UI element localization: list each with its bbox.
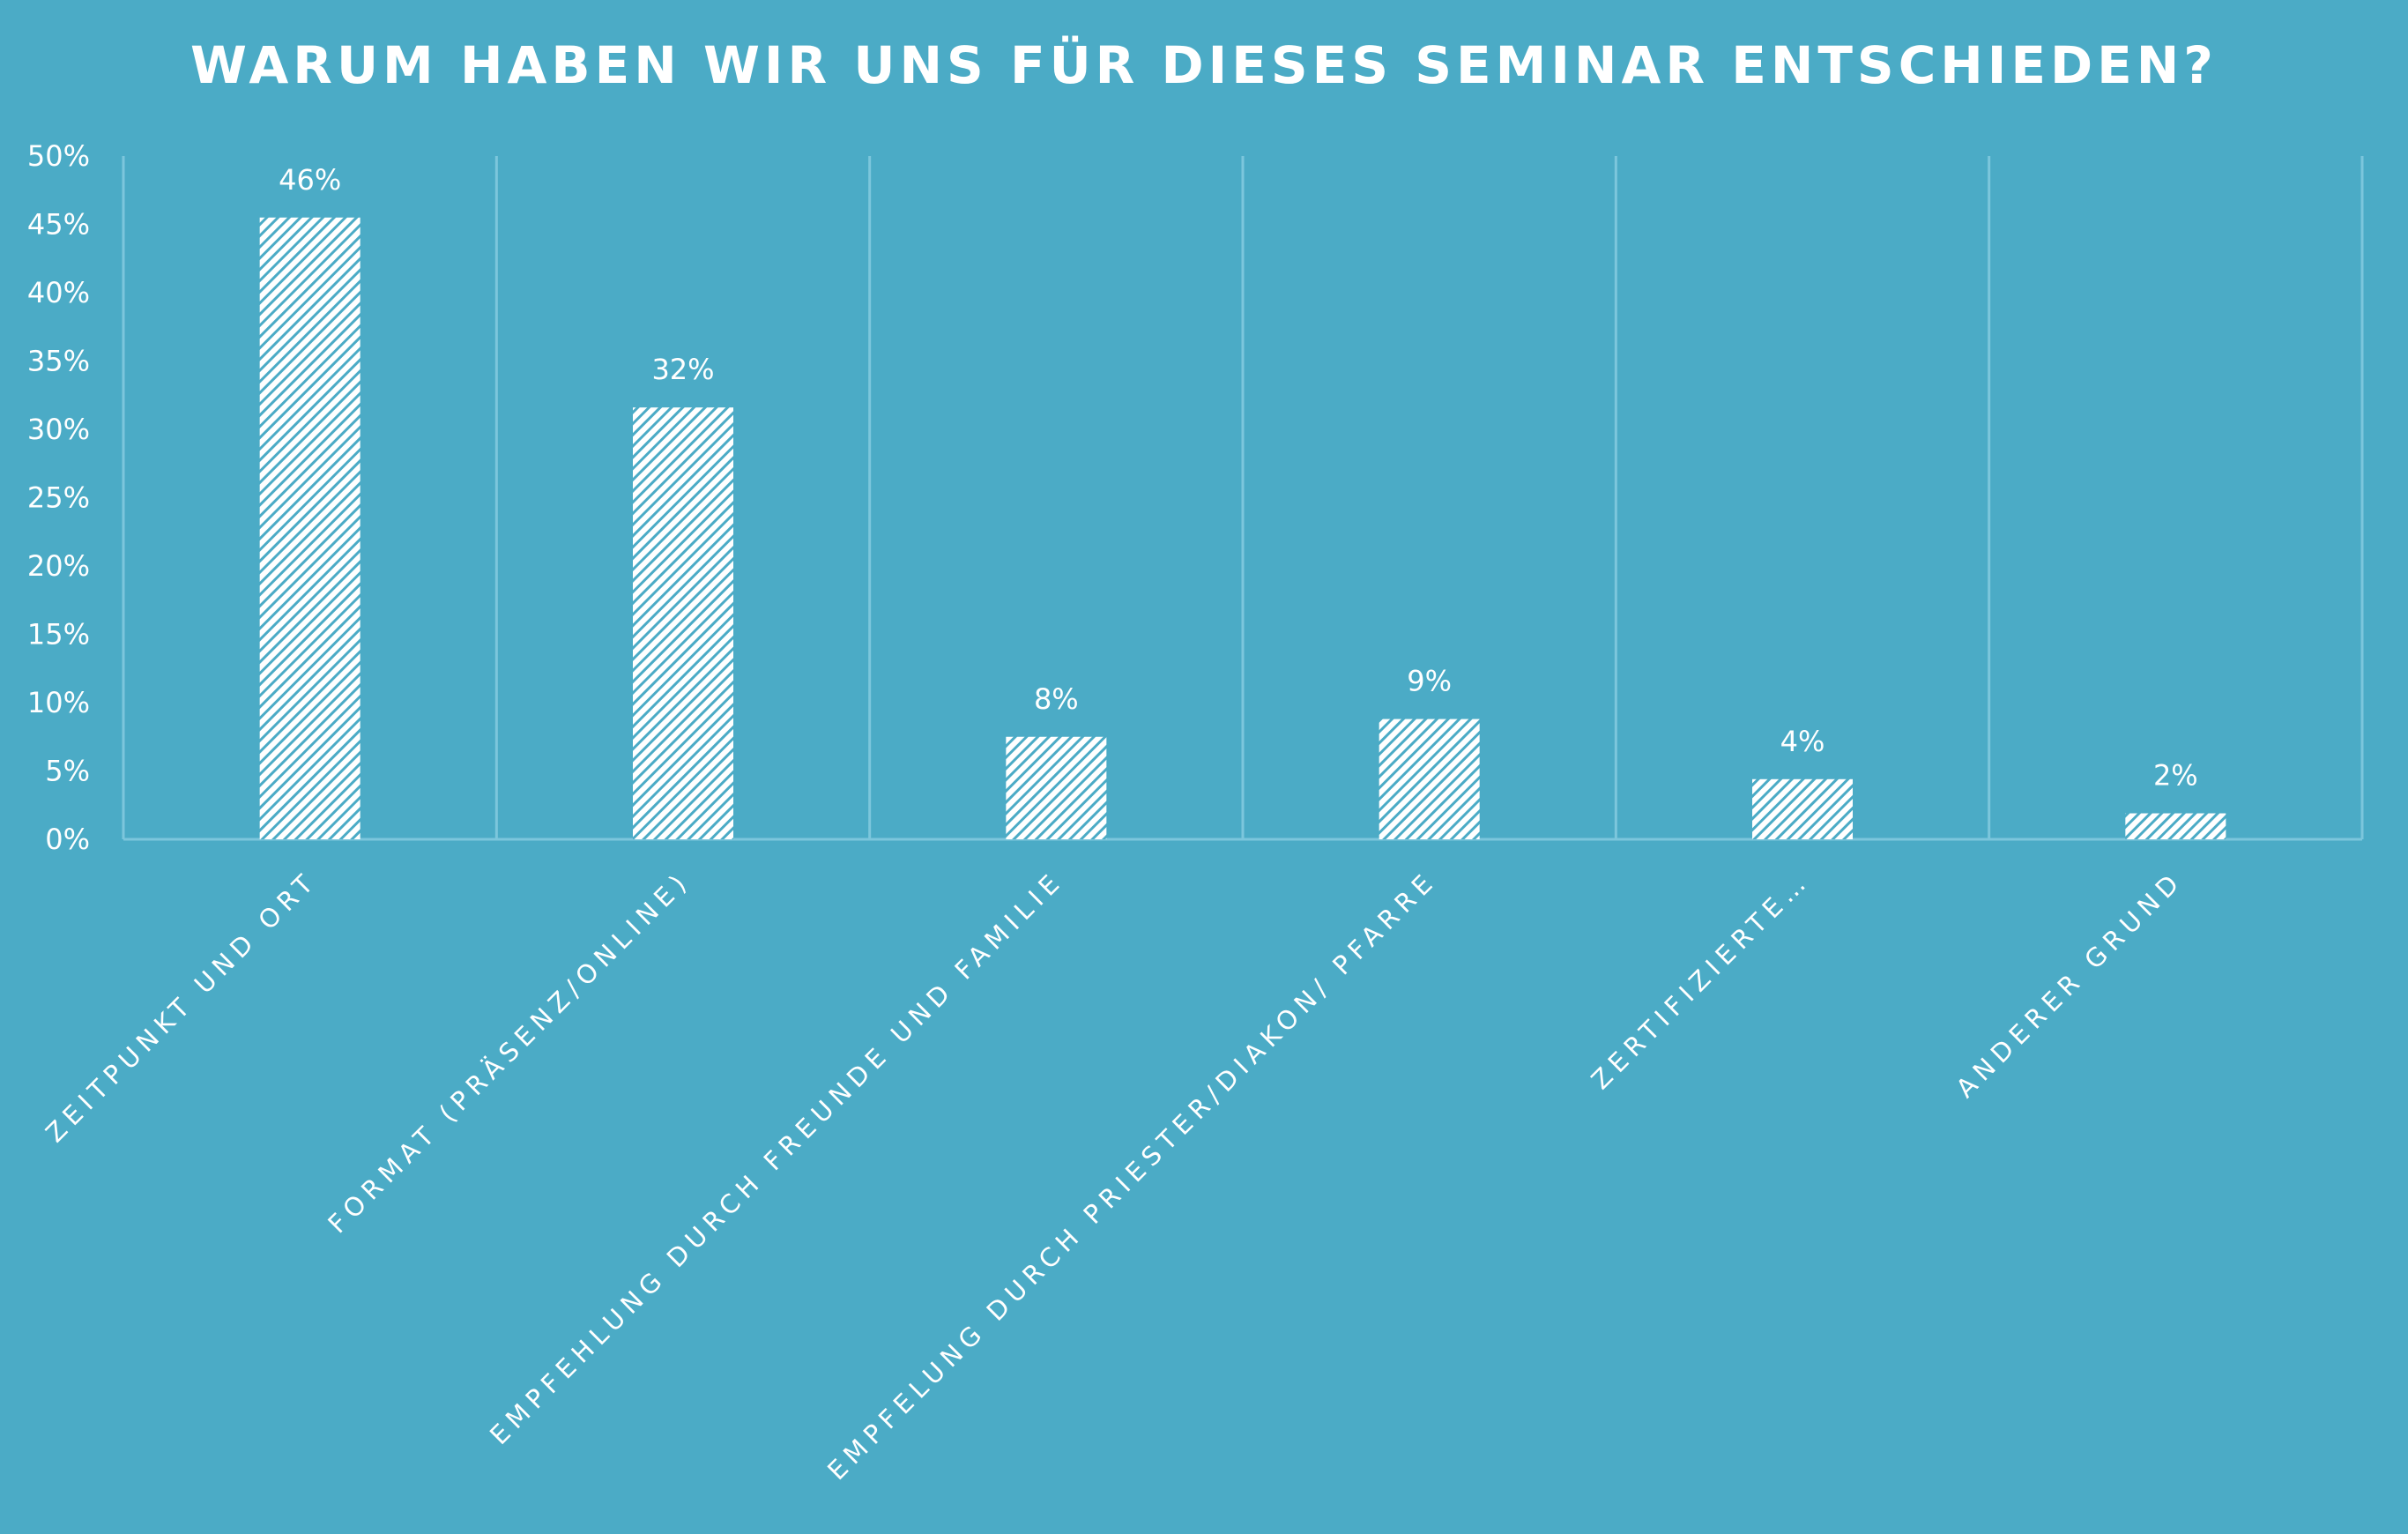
category-label: ZEITPUNKT UND ORT (40, 865, 323, 1148)
category-label: ANDERER GRUND (1951, 865, 2189, 1104)
y-tick-label: 45% (27, 208, 90, 242)
data-label: 8% (1034, 682, 1079, 716)
y-tick-label: 0% (45, 823, 90, 856)
y-tick-label: 30% (27, 413, 90, 446)
category-label: EMPFEHLUNG DURCH FREUNDE UND FAMILIE (484, 865, 1069, 1450)
bar (259, 217, 360, 839)
category-label: FORMAT (PRÄSENZ/ONLINE) (322, 865, 696, 1240)
y-tick-label: 25% (27, 481, 90, 515)
bar (1006, 736, 1107, 839)
bar (1752, 778, 1853, 839)
y-tick-label: 15% (27, 618, 90, 652)
y-tick-label: 5% (45, 755, 90, 788)
category-label: EMPFELUNG DURCH PRIESTER/DIAKON/ PFARRE (821, 865, 1442, 1486)
y-tick-label: 20% (27, 549, 90, 583)
chart-title: WARUM HABEN WIR UNS FÜR DIESES SEMINAR E… (190, 35, 2218, 95)
y-tick-label: 10% (27, 686, 90, 719)
category-label: ZERTIFIZIERTE… (1586, 865, 1816, 1095)
bar (1379, 719, 1480, 839)
bars (259, 217, 2226, 839)
data-label: 2% (2153, 759, 2198, 793)
y-tick-label: 50% (27, 139, 90, 173)
data-label: 9% (1407, 665, 1452, 698)
bar (2125, 813, 2226, 839)
y-axis-ticks: 0% 5% 10% 15% 20% 25% 30% 35% 40% 45% 50% (27, 139, 90, 856)
data-labels: 46% 32% 8% 9% 4% 2% (279, 163, 2198, 793)
data-label: 32% (651, 353, 714, 386)
gridlines (122, 156, 2364, 841)
y-tick-label: 40% (27, 276, 90, 309)
data-label: 46% (279, 163, 341, 197)
data-label: 4% (1780, 725, 1825, 758)
bar (633, 407, 733, 839)
y-tick-label: 35% (27, 345, 90, 378)
